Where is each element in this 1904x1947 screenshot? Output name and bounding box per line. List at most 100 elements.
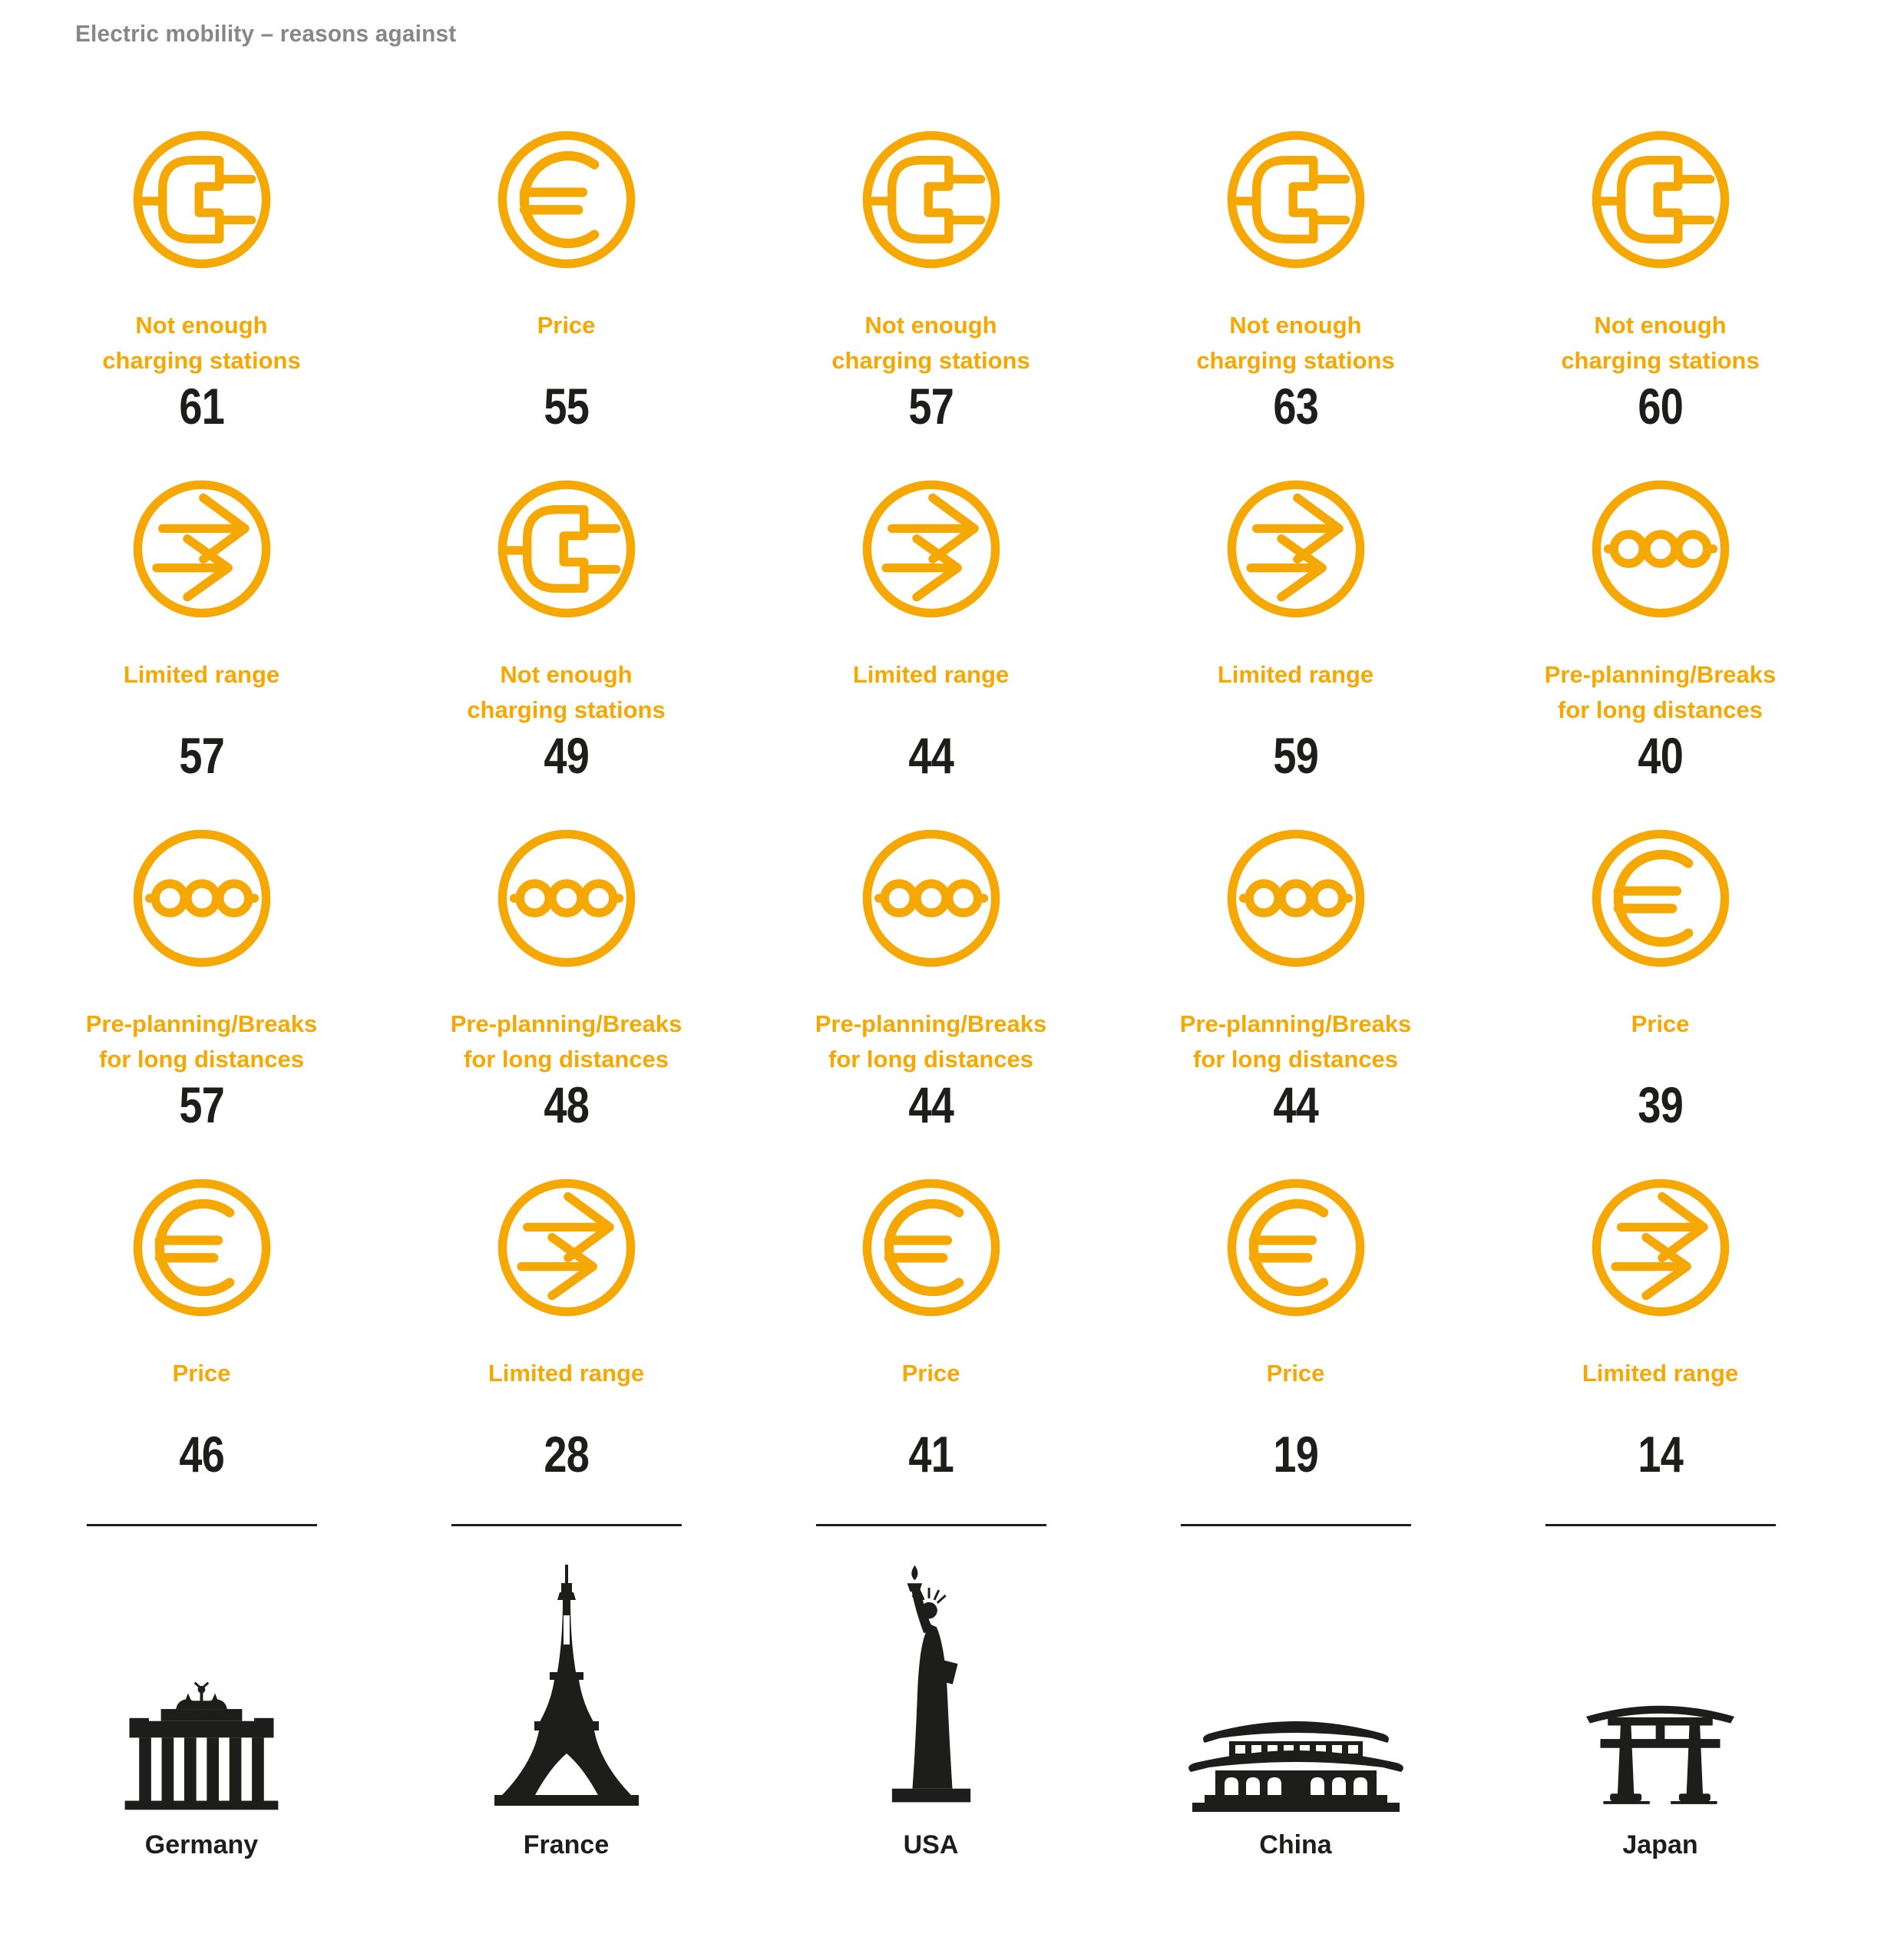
reason-label: Pre-planning/Breaks for long distances [19, 1007, 384, 1077]
statue-of-liberty-icon [886, 1559, 977, 1812]
reason-label: Not enough charging stations [749, 308, 1113, 378]
reason-label: Pre-planning/Breaks for long distances [1478, 657, 1843, 728]
reason-cell: Pre-planning/Breaks for long distances 48 [384, 825, 749, 1175]
euro-icon [1223, 1175, 1369, 1321]
landmark-box [111, 1526, 292, 1812]
reason-label: Limited range [1113, 657, 1478, 728]
reason-label: Pre-planning/Breaks for long distances [749, 1007, 1113, 1077]
reason-label-line: Price [901, 1360, 960, 1387]
charging-plug-icon [858, 127, 1004, 273]
reason-label-line: charging stations [102, 347, 301, 374]
reason-label-line: Price [1266, 1360, 1325, 1387]
charging-plug-icon [1588, 127, 1734, 273]
reason-cell: Limited range 59 [1113, 476, 1478, 825]
reason-label: Price [384, 308, 749, 378]
country-column-usa: Not enough charging stations 57 Limited ra… [749, 127, 1113, 1860]
country-label: Japan [1622, 1830, 1698, 1859]
reason-label-line: Price [172, 1360, 231, 1387]
china-temple-icon [1185, 1704, 1407, 1812]
reason-cell: Price 19 [1113, 1175, 1478, 1524]
reason-label-line: Not enough [864, 312, 997, 339]
reason-label-line: for long distances [1558, 696, 1763, 723]
reason-value: 59 [1273, 727, 1318, 784]
reason-value: 60 [1638, 378, 1683, 435]
reason-label-line: Not enough [1594, 312, 1727, 339]
reason-label-line: Limited range [852, 661, 1010, 688]
reason-label-line: Price [537, 312, 596, 339]
euro-icon [494, 127, 640, 273]
reason-value: 19 [1273, 1426, 1318, 1483]
reason-label-line: for long distances [464, 1046, 669, 1073]
reason-value: 57 [179, 1076, 224, 1133]
reason-value: 39 [1638, 1076, 1683, 1133]
reason-label: Limited range [749, 657, 1113, 728]
reason-value: 48 [544, 1076, 589, 1133]
reason-label-line: for long distances [828, 1046, 1033, 1073]
column-divider [1545, 1524, 1776, 1526]
route-stops-icon [129, 825, 275, 971]
double-arrow-icon [494, 1175, 640, 1321]
country-label: China [1259, 1830, 1332, 1859]
reason-value: 14 [1638, 1426, 1683, 1483]
reason-cell: Not enough charging stations 49 [384, 476, 749, 825]
reason-cell: Not enough charging stations 60 [1478, 127, 1843, 476]
charging-plug-icon [494, 476, 640, 622]
reason-value: 40 [1638, 727, 1683, 784]
reason-value: 44 [908, 727, 954, 784]
reason-cell: Price 41 [749, 1175, 1113, 1524]
reason-cell: Not enough charging stations 61 [19, 127, 384, 476]
eiffel-tower-icon [490, 1565, 643, 1812]
route-stops-icon [494, 825, 640, 971]
reason-label: Not enough charging stations [1478, 308, 1843, 378]
reason-label-line: Limited range [1217, 661, 1374, 688]
reason-label-line: for long distances [99, 1046, 304, 1073]
reason-label-line: Pre-planning/Breaks [85, 1010, 318, 1037]
reason-label: Pre-planning/Breaks for long distances [384, 1007, 749, 1077]
reason-cell: Limited range 44 [749, 476, 1113, 825]
reason-value: 28 [544, 1426, 589, 1483]
column-divider [86, 1524, 317, 1526]
charging-plug-icon [1223, 127, 1369, 273]
reason-label-line: Pre-planning/Breaks [1544, 661, 1777, 688]
charging-plug-icon [129, 127, 275, 273]
country-label: France [523, 1830, 610, 1859]
reason-label-line: Pre-planning/Breaks [1179, 1010, 1412, 1037]
reason-cell: Price 55 [384, 127, 749, 476]
double-arrow-icon [858, 476, 1004, 622]
column-divider [451, 1524, 682, 1526]
reason-label-line: Not enough [1229, 312, 1362, 339]
reason-cell: Pre-planning/Breaks for long distances 44 [749, 825, 1113, 1175]
route-stops-icon [1588, 476, 1734, 622]
landmark-box [490, 1526, 643, 1812]
reason-cell: Not enough charging stations 57 [749, 127, 1113, 476]
reason-label-line: charging stations [1196, 347, 1395, 374]
reason-value: 46 [179, 1426, 224, 1483]
column-divider [1180, 1524, 1411, 1526]
country-column-japan: Not enough charging stations 60 Pre-planni… [1478, 127, 1843, 1860]
reason-cell: Limited range 28 [384, 1175, 749, 1524]
reason-label: Not enough charging stations [1113, 308, 1478, 378]
reason-label: Price [1113, 1356, 1478, 1426]
reason-value: 57 [908, 378, 954, 435]
brandenburg-gate-icon [111, 1681, 292, 1812]
reason-cell: Pre-planning/Breaks for long distances 44 [1113, 825, 1478, 1175]
reason-label: Not enough charging stations [384, 657, 749, 728]
route-stops-icon [1223, 825, 1369, 971]
reason-cell: Price 39 [1478, 825, 1843, 1175]
euro-icon [858, 1175, 1004, 1321]
reason-label: Limited range [19, 657, 384, 728]
reason-value: 44 [1273, 1076, 1318, 1133]
reason-cell: Pre-planning/Breaks for long distances 57 [19, 825, 384, 1175]
infographic-grid: Not enough charging stations 61 Limited ra… [19, 127, 1843, 1860]
country-column-france: Price 55 Not enough charging stations 49 Pr… [384, 127, 749, 1860]
torii-gate-icon [1585, 1701, 1735, 1812]
euro-icon [129, 1175, 275, 1321]
reason-label-line: Pre-planning/Breaks [815, 1010, 1047, 1037]
reason-cell: Pre-planning/Breaks for long distances 40 [1478, 476, 1843, 825]
euro-icon [1588, 825, 1734, 971]
reason-label-line: Limited range [123, 661, 280, 688]
country-label: USA [903, 1830, 959, 1859]
reason-label: Price [749, 1356, 1113, 1426]
reason-cell: Limited range 14 [1478, 1175, 1843, 1524]
reason-label: Price [1478, 1007, 1843, 1077]
